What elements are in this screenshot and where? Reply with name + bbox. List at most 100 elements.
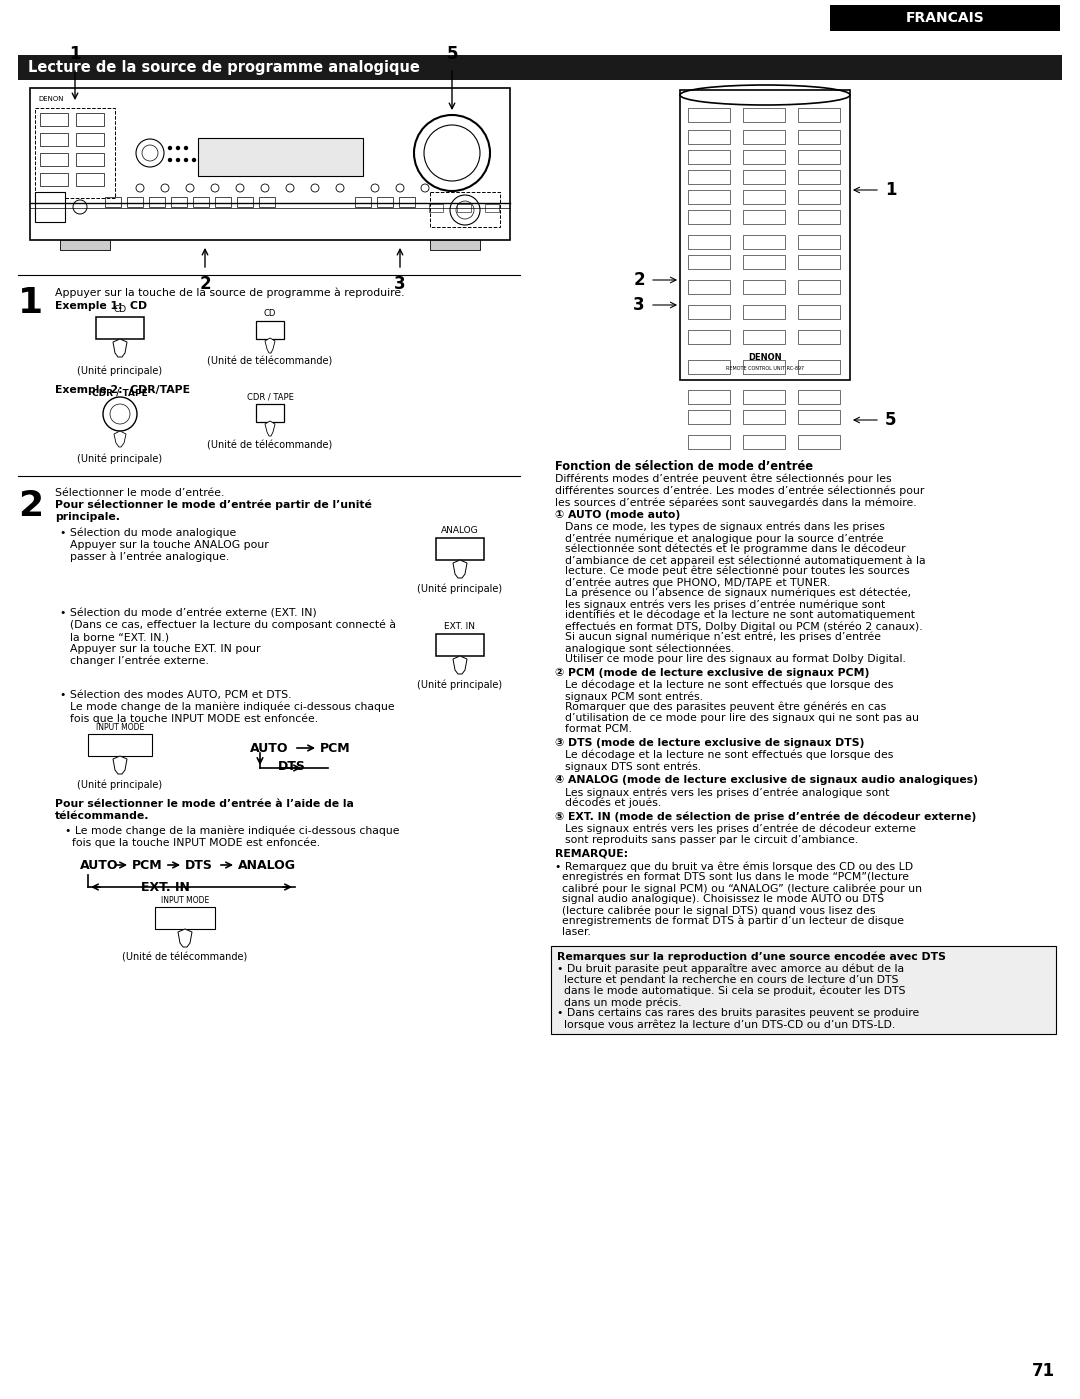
Bar bbox=[355, 197, 372, 207]
Text: • Dans certains cas rares des bruits parasites peuvent se produire: • Dans certains cas rares des bruits par… bbox=[557, 1009, 919, 1018]
Text: PCM: PCM bbox=[132, 859, 163, 872]
Text: ② PCM (mode de lecture exclusive de signaux PCM): ② PCM (mode de lecture exclusive de sign… bbox=[555, 667, 869, 679]
Bar bbox=[436, 539, 484, 560]
Polygon shape bbox=[453, 560, 467, 578]
Text: dans un mode précis.: dans un mode précis. bbox=[557, 997, 681, 1007]
Bar bbox=[688, 390, 730, 404]
Text: les signaux entrés vers les prises d’entrée numérique sont: les signaux entrés vers les prises d’ent… bbox=[565, 599, 886, 610]
Text: Les signaux entrés vers les prises d’entrée de décodeur externe: Les signaux entrés vers les prises d’ent… bbox=[565, 824, 916, 834]
Text: • Le mode change de la manière indiquée ci-dessous chaque: • Le mode change de la manière indiquée … bbox=[65, 825, 400, 835]
Text: CDR / TAPE: CDR / TAPE bbox=[246, 392, 294, 402]
Bar bbox=[798, 410, 840, 424]
Text: Lecture de la source de programme analogique: Lecture de la source de programme analog… bbox=[28, 60, 420, 76]
Circle shape bbox=[185, 147, 188, 150]
Polygon shape bbox=[114, 431, 126, 448]
Bar bbox=[680, 90, 850, 381]
Bar bbox=[688, 330, 730, 344]
Bar bbox=[688, 130, 730, 144]
Text: principale.: principale. bbox=[55, 512, 120, 522]
Bar bbox=[215, 197, 231, 207]
Circle shape bbox=[176, 158, 179, 161]
Polygon shape bbox=[113, 755, 127, 774]
Bar bbox=[688, 150, 730, 164]
Bar bbox=[60, 241, 110, 250]
Bar bbox=[798, 435, 840, 449]
Bar bbox=[798, 255, 840, 269]
Bar bbox=[743, 171, 785, 185]
Text: CD: CD bbox=[264, 309, 276, 318]
Bar bbox=[76, 133, 104, 145]
Bar bbox=[688, 305, 730, 319]
Bar bbox=[429, 204, 443, 213]
Text: signaux PCM sont entrés.: signaux PCM sont entrés. bbox=[565, 691, 703, 701]
Bar bbox=[743, 108, 785, 122]
Text: • Sélection du mode d’entrée externe (EXT. IN): • Sélection du mode d’entrée externe (EX… bbox=[60, 609, 316, 618]
Text: 1: 1 bbox=[18, 285, 43, 320]
Bar bbox=[40, 173, 68, 186]
Bar bbox=[40, 152, 68, 166]
Bar bbox=[40, 133, 68, 145]
Text: 2: 2 bbox=[18, 490, 43, 523]
Text: signal audio analogique). Choisissez le mode AUTO ou DTS: signal audio analogique). Choisissez le … bbox=[555, 894, 885, 904]
Text: INPUT MODE: INPUT MODE bbox=[96, 723, 144, 732]
Bar bbox=[76, 152, 104, 166]
Polygon shape bbox=[453, 656, 467, 674]
Text: Sélectionner le mode d’entrée.: Sélectionner le mode d’entrée. bbox=[55, 488, 225, 498]
Text: fois que la touche INPUT MODE est enfoncée.: fois que la touche INPUT MODE est enfonc… bbox=[70, 713, 319, 725]
Bar bbox=[87, 734, 152, 755]
Bar bbox=[798, 150, 840, 164]
Text: Remarques sur la reproduction d’une source encodée avec DTS: Remarques sur la reproduction d’une sour… bbox=[557, 951, 946, 963]
Text: DTS: DTS bbox=[185, 859, 213, 872]
Bar bbox=[76, 113, 104, 126]
Bar bbox=[743, 235, 785, 249]
Text: changer l’entrée externe.: changer l’entrée externe. bbox=[70, 656, 208, 666]
Bar bbox=[76, 173, 104, 186]
Text: (Dans ce cas, effectuer la lecture du composant connecté à: (Dans ce cas, effectuer la lecture du co… bbox=[70, 620, 396, 631]
Text: La présence ou l’absence de signaux numériques est détectée,: La présence ou l’absence de signaux numé… bbox=[565, 588, 912, 599]
Text: identifiés et le décodage et la lecture ne sont automatiquement: identifiés et le décodage et la lecture … bbox=[565, 610, 915, 621]
Bar bbox=[237, 197, 253, 207]
Bar bbox=[743, 210, 785, 224]
Text: (Unité principale): (Unité principale) bbox=[78, 781, 163, 790]
Bar bbox=[127, 197, 143, 207]
Bar bbox=[35, 108, 114, 199]
Bar bbox=[743, 390, 785, 404]
Polygon shape bbox=[178, 929, 192, 947]
Polygon shape bbox=[265, 339, 275, 353]
Bar bbox=[399, 197, 415, 207]
Circle shape bbox=[168, 147, 172, 150]
Bar bbox=[485, 204, 499, 213]
Bar bbox=[35, 192, 65, 222]
Text: (lecture calibrée pour le signal DTS) quand vous lisez des: (lecture calibrée pour le signal DTS) qu… bbox=[555, 905, 876, 915]
Text: lecture et pendant la recherche en cours de lecture d’un DTS: lecture et pendant la recherche en cours… bbox=[557, 975, 899, 985]
Bar bbox=[743, 330, 785, 344]
Text: DENON: DENON bbox=[38, 97, 64, 102]
Text: • Du bruit parasite peut apparaître avec amorce au début de la: • Du bruit parasite peut apparaître avec… bbox=[557, 964, 904, 975]
Text: d’utilisation de ce mode pour lire des signaux qui ne sont pas au: d’utilisation de ce mode pour lire des s… bbox=[565, 713, 919, 723]
Text: ANALOG: ANALOG bbox=[238, 859, 296, 872]
Text: Différents modes d’entrée peuvent être sélectionnés pour les: Différents modes d’entrée peuvent être s… bbox=[555, 474, 892, 484]
Text: les sources d’entrée séparées sont sauvegardés dans la mémoire.: les sources d’entrée séparées sont sauve… bbox=[555, 498, 917, 508]
Text: FRANCAIS: FRANCAIS bbox=[906, 11, 984, 25]
Bar bbox=[743, 150, 785, 164]
Text: • Remarquez que du bruit va être émis lorsque des CD ou des LD: • Remarquez que du bruit va être émis lo… bbox=[555, 860, 913, 872]
Bar bbox=[798, 305, 840, 319]
Text: Dans ce mode, les types de signaux entrés dans les prises: Dans ce mode, les types de signaux entré… bbox=[565, 522, 885, 533]
Polygon shape bbox=[113, 339, 127, 357]
Bar bbox=[743, 435, 785, 449]
Text: CDR / TAPE: CDR / TAPE bbox=[92, 389, 148, 397]
Text: calibré pour le signal PCM) ou “ANALOG” (lecture calibrée pour un: calibré pour le signal PCM) ou “ANALOG” … bbox=[555, 883, 922, 894]
Bar bbox=[18, 55, 1062, 80]
Text: ⑤ EXT. IN (mode de sélection de prise d’entrée de décodeur externe): ⑤ EXT. IN (mode de sélection de prise d’… bbox=[555, 811, 976, 823]
Circle shape bbox=[185, 158, 188, 161]
Bar bbox=[256, 320, 284, 339]
Text: enregistrés en format DTS sont lus dans le mode “PCM”(lecture: enregistrés en format DTS sont lus dans … bbox=[555, 872, 909, 883]
Text: la borne “EXT. IN.): la borne “EXT. IN.) bbox=[70, 632, 170, 642]
Bar bbox=[743, 410, 785, 424]
Bar bbox=[798, 360, 840, 374]
Bar bbox=[688, 190, 730, 204]
Bar bbox=[798, 280, 840, 294]
Bar bbox=[743, 255, 785, 269]
Bar bbox=[259, 197, 275, 207]
Bar bbox=[798, 171, 840, 185]
